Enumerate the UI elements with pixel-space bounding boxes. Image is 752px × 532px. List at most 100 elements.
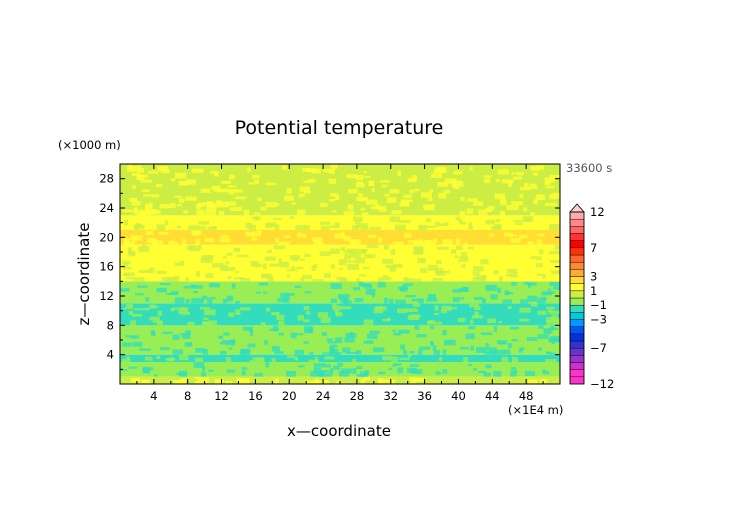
field-streak (339, 277, 348, 282)
field-streak (264, 340, 268, 345)
field-streak (474, 311, 479, 318)
field-streak (200, 257, 213, 263)
field-streak (179, 311, 190, 315)
field-streak (170, 178, 176, 182)
field-streak (271, 345, 280, 352)
field-streak (199, 307, 210, 310)
field-streak (302, 274, 313, 279)
field-streak (326, 338, 333, 341)
field-streak (281, 165, 288, 170)
field-streak (123, 219, 129, 226)
field-streak (432, 277, 443, 282)
field-streak (183, 285, 191, 289)
field-streak (235, 196, 247, 200)
field-streak (515, 171, 524, 176)
field-streak (333, 305, 341, 311)
field-streak (121, 359, 131, 362)
field-streak (441, 270, 450, 274)
field-streak (191, 298, 203, 304)
field-streak (510, 271, 518, 278)
field-streak (128, 366, 138, 369)
colorbar-cell (569, 333, 585, 342)
field-streak (537, 310, 547, 315)
field-streak (527, 282, 537, 286)
field-streak (394, 363, 402, 366)
field-streak (533, 199, 538, 205)
field-streak (506, 205, 519, 210)
field-streak (142, 244, 147, 248)
field-streak (549, 260, 560, 263)
field-streak (133, 308, 146, 311)
field-streak (513, 219, 523, 223)
colorbar-cell (569, 233, 585, 241)
field-streak (405, 277, 412, 282)
field-streak (367, 234, 377, 238)
colorbar-cell (569, 347, 585, 356)
field-streak (398, 357, 410, 360)
time-label: 33600 s (566, 161, 612, 175)
field-streak (384, 193, 390, 197)
field-streak (466, 208, 474, 214)
field-streak (298, 193, 305, 198)
field-streak (200, 371, 207, 377)
field-streak (277, 298, 288, 303)
field-streak (467, 246, 474, 250)
field-streak (155, 183, 163, 188)
field-streak (349, 252, 361, 258)
field-streak (367, 333, 378, 339)
field-streak (218, 210, 225, 216)
field-streak (509, 326, 519, 330)
field-streak (384, 244, 389, 250)
field-streak (537, 233, 545, 237)
field-streak (413, 246, 423, 250)
field-streak (149, 316, 161, 321)
field-streak (378, 277, 383, 282)
field-streak (317, 312, 329, 319)
x-tick-label: 32 (383, 389, 398, 403)
field-streak (488, 233, 495, 237)
colorbar-cell (569, 283, 585, 292)
field-streak (358, 274, 367, 277)
y-tick-label: 24 (99, 201, 114, 215)
field-streak (397, 308, 407, 314)
field-streak (437, 181, 448, 187)
x-tick-label: 24 (316, 389, 331, 403)
field-streak (311, 168, 321, 174)
field-streak (197, 202, 205, 207)
field-streak (263, 263, 267, 270)
field-streak (296, 266, 304, 270)
field-streak (147, 237, 157, 244)
field-streak (407, 315, 420, 321)
field-streak (125, 335, 135, 338)
field-streak (501, 179, 514, 184)
field-streak (337, 362, 343, 367)
field-streak (303, 341, 309, 344)
field-streak (480, 259, 489, 265)
field-streak (178, 354, 189, 361)
field-streak (228, 347, 233, 350)
field-streak (145, 230, 154, 235)
field-streak (145, 307, 150, 311)
field-streak (416, 334, 427, 338)
field-streak (350, 239, 361, 245)
field-streak (550, 325, 555, 331)
field-streak (530, 166, 540, 171)
field-streak (363, 284, 373, 289)
colorbar-cell (569, 312, 585, 320)
field-streak (189, 245, 201, 252)
field-streak (411, 298, 422, 302)
field-streak (455, 216, 461, 221)
field-streak (388, 298, 394, 304)
field-streak (427, 293, 437, 300)
field-streak (227, 276, 232, 279)
field-streak (343, 236, 352, 241)
field-streak (172, 349, 183, 355)
field-streak (433, 350, 441, 355)
field-streak (198, 221, 210, 225)
field-streak (276, 314, 285, 321)
field-streak (166, 293, 178, 296)
colorbar-label: −1 (590, 298, 607, 312)
field-streak (303, 319, 310, 323)
